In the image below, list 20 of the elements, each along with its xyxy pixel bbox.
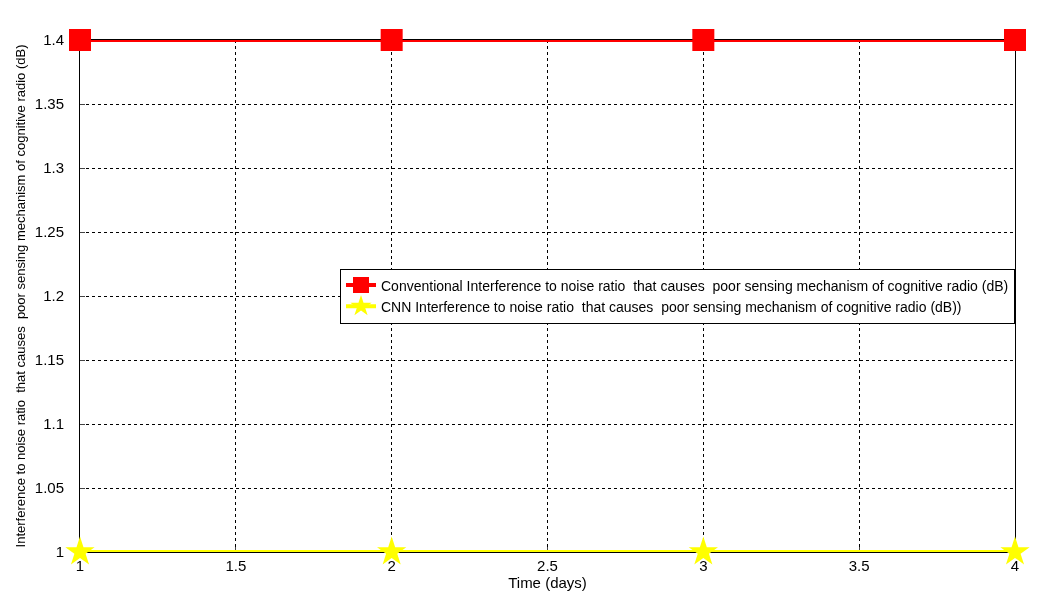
legend-label: CNN Interference to noise ratio that causes poor sensing mechanism of cognitive radio (dB))	[381, 298, 962, 315]
x-tick-label: 4	[1010, 557, 1020, 574]
y-tick-label: 1.1	[43, 415, 64, 433]
y-tick-label: 1.35	[34, 95, 64, 113]
x-tick-label: 3	[699, 557, 708, 574]
x-tick-label: 1	[75, 557, 85, 574]
x-tick-label: 2	[387, 557, 396, 574]
y-tick-label: 1.05	[34, 479, 64, 497]
y-tick-label: 1.25	[34, 223, 64, 241]
y-tick-label: 1.2	[43, 287, 64, 305]
x-tick-label: 1.5	[225, 557, 247, 574]
y-tick-label: 1.3	[43, 159, 64, 177]
legend-label: Conventional Interference to noise ratio that causes poor sensing mechanism of cognitive radio (dB)	[381, 277, 1009, 294]
x-tick-label: 2.5	[537, 557, 558, 574]
x-axis-title: Time (days)	[508, 574, 587, 591]
y-tick-label: 1.4	[43, 31, 64, 49]
y-tick-label: 1	[55, 543, 64, 561]
y-axis-title: Interference to noise ratio that causes poor sensing mechanism of cognitive radio (dB)	[12, 44, 28, 548]
y-tick-label: 1.15	[34, 351, 64, 369]
x-tick-label: 3.5	[848, 557, 870, 574]
